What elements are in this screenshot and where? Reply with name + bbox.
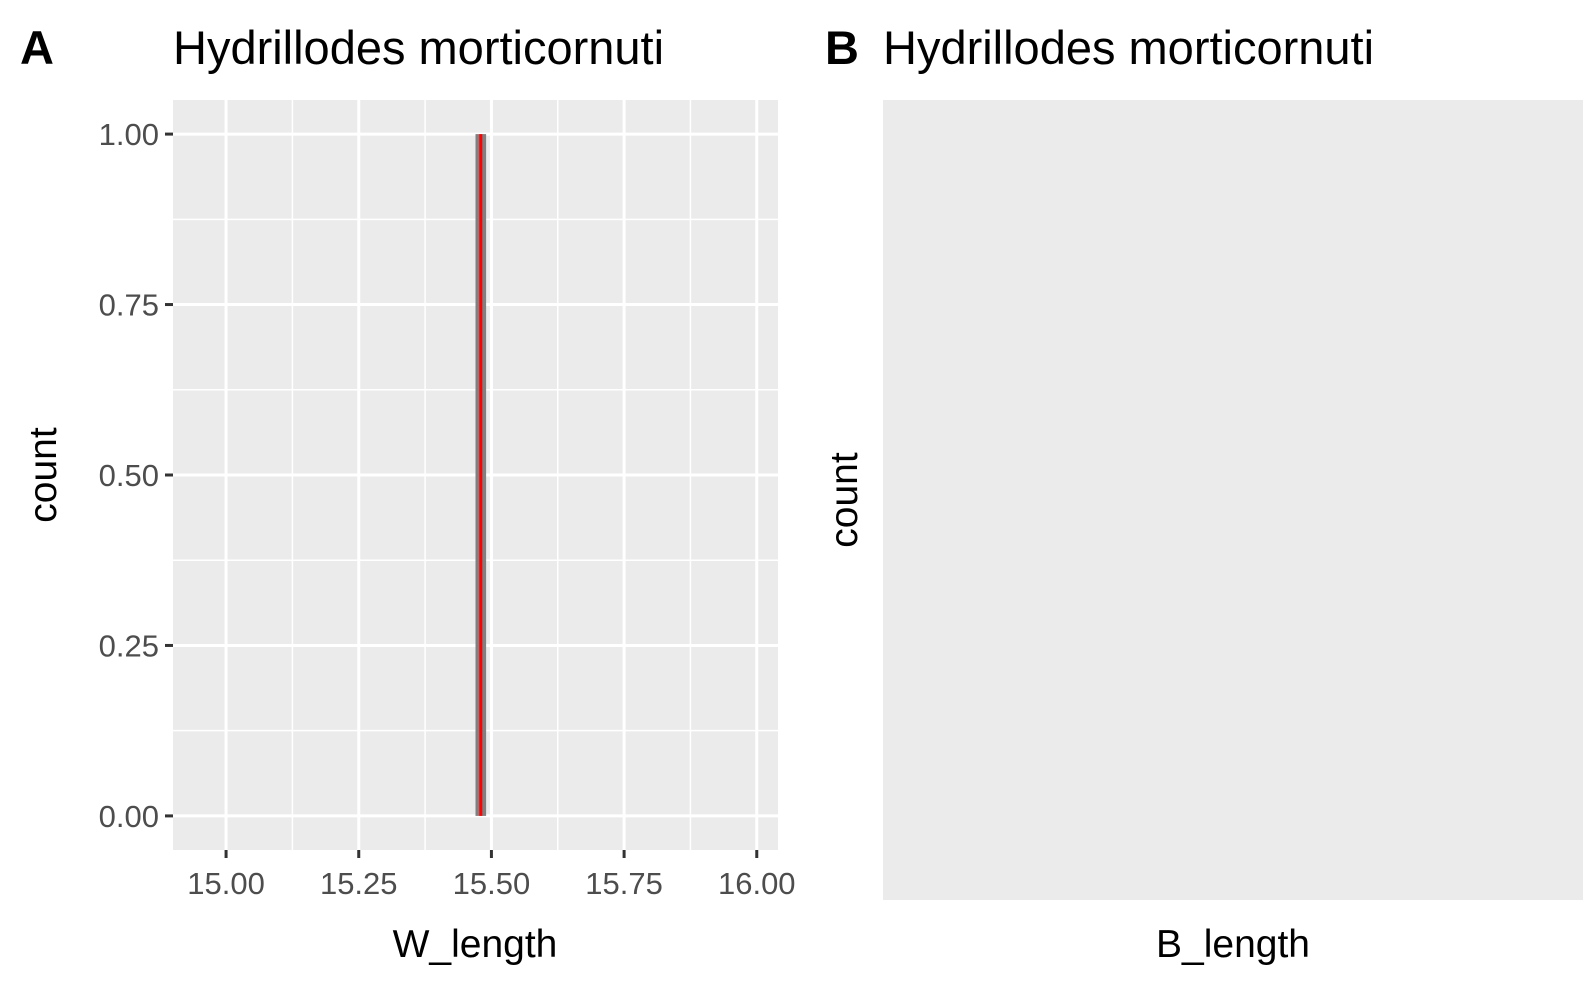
panel-a-title: Hydrillodes morticornuti (173, 21, 664, 74)
panel-b-plot-area (883, 100, 1583, 900)
x-tick-label: 15.75 (585, 866, 663, 901)
y-tick-label: 0.25 (99, 628, 159, 663)
x-tick-label: 15.00 (187, 866, 265, 901)
panel-a-tag: A (20, 21, 54, 74)
x-tick-label: 15.50 (453, 866, 531, 901)
panel-a-x-axis-title: W_length (393, 923, 558, 966)
panel-a-x-ticks: 15.00 15.25 15.50 15.75 16.00 (187, 850, 796, 901)
x-tick-label: 16.00 (718, 866, 796, 901)
panel-b-title: Hydrillodes morticornuti (883, 21, 1374, 74)
y-tick-label: 0.00 (99, 799, 159, 834)
x-tick-label: 15.25 (320, 866, 398, 901)
panel-a-y-ticks: 0.00 0.25 0.50 0.75 1.00 (99, 117, 173, 834)
y-tick-label: 1.00 (99, 117, 159, 152)
panel-b-x-axis-title: B_length (1156, 923, 1310, 966)
y-tick-label: 0.75 (99, 288, 159, 323)
y-tick-label: 0.50 (99, 458, 159, 493)
panel-a-y-axis-title: count (22, 427, 65, 523)
panel-b-tag: B (825, 21, 859, 74)
panel-b: B Hydrillodes morticornuti B_length coun… (823, 21, 1583, 966)
panel-b-y-axis-title: count (823, 452, 866, 548)
panel-a: A Hydrillodes morticornuti 0.000.250.500… (20, 21, 796, 966)
